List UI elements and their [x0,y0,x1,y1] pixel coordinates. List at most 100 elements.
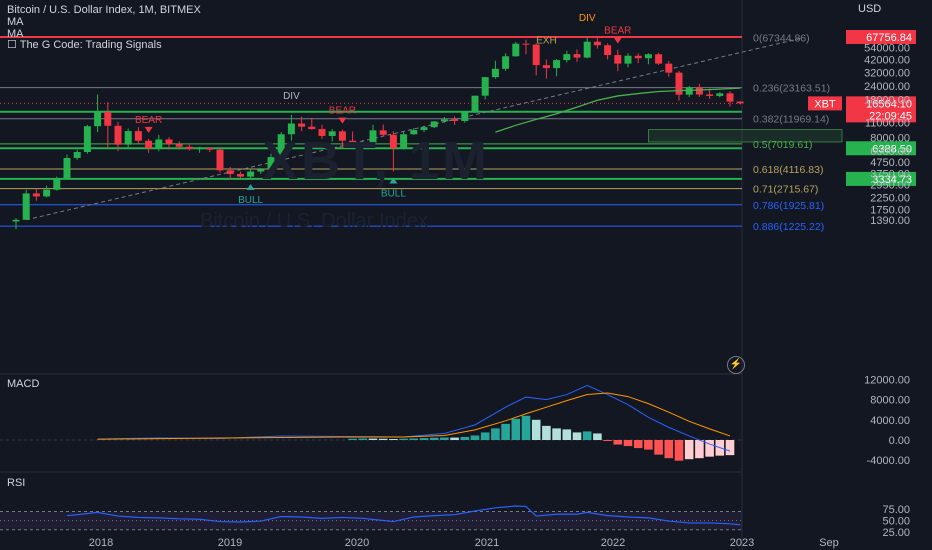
level-price-tag-label: 67756.84 [866,32,912,44]
candle-body [573,54,581,58]
indicator-ma-2[interactable]: MA [7,28,24,40]
symbol-title[interactable]: Bitcoin / U.S. Dollar Index, 1M, BITMEX [7,4,201,16]
candle-body [512,43,520,57]
candle-body [236,174,244,177]
candle-body [542,65,550,69]
rsi-pane-label[interactable]: RSI [7,477,26,489]
time-axis-tick: 2021 [475,537,499,549]
macd-histogram-bar [460,436,470,440]
candle-body [104,111,112,126]
macd-axis-tick: 4000.00 [870,415,910,427]
macd-axis-tick: 12000.00 [864,374,910,386]
macd-histogram-bar [542,425,551,440]
macd-histogram-bar [419,438,429,440]
level-price-tag [846,30,916,44]
macd-histogram-bar [572,432,582,440]
candle-body [12,219,20,222]
candle-body [736,101,744,104]
candle-body [685,87,693,95]
candle-body [206,148,214,150]
macd-histogram-bar [491,428,500,440]
rsi-line [66,505,741,526]
macd-axis-tick: 0.00 [889,435,910,447]
rsi-band [0,511,742,530]
candle-body [665,63,673,73]
signal-label: EXH [536,36,557,47]
signal-label: BULL [381,189,406,200]
price-axis-tick: 1390.00 [870,215,910,227]
candle-body [267,157,275,170]
candle-body [338,131,346,141]
candle-body [410,130,418,135]
candle-body [53,177,61,190]
macd-histogram-bar [613,440,623,445]
level-price-tag-label: 6388.50 [872,143,912,155]
candle-body [94,111,102,127]
signal-line [97,392,731,440]
price-axis-tick: 6000.00 [870,146,910,158]
indicator-gcode[interactable]: ☐ The G Code: Trading Signals [7,39,162,51]
lightning-icon[interactable]: ⚡ [727,356,745,374]
price-axis-tick: 1750.00 [870,204,910,216]
candle-body [145,140,153,149]
price-axis-tick: 4750.00 [870,157,910,169]
macd-histogram-bar [674,440,684,461]
candle-body [583,41,591,58]
currency-label[interactable]: USD [858,3,882,15]
indicator-ma-1[interactable]: MA [7,16,24,28]
macd-histogram-bar [623,440,633,447]
price-axis-tick: 32000.00 [864,67,910,79]
bear-arrow-icon [338,117,347,124]
last-price-label: 16564.10 [866,98,912,110]
macd-histogram-bar [562,429,572,440]
macd-histogram-bar [480,432,490,440]
candle-body [451,119,459,121]
supply-zone [648,129,843,143]
bull-arrow-icon [246,183,255,190]
signal-label: BEAR [604,25,631,36]
candle-body [349,140,357,143]
candle-body [491,68,499,78]
candle-body [359,142,367,144]
candle-body [593,41,601,46]
signal-label: DIV [283,91,300,102]
fib-level-label: 0.382(11969.14) [753,114,829,126]
candle-body [624,55,632,64]
candle-body [277,134,285,158]
symbol-tag [808,96,842,111]
candle-body [379,130,387,135]
signal-label: BEAR [135,115,162,126]
candle-body [563,54,571,61]
level-price-tag [846,141,916,156]
time-axis-tick: 2019 [218,537,242,549]
macd-histogram-bar [429,437,439,440]
macd-pane-label[interactable]: MACD [7,378,40,390]
symbol-tag-label: XBT [814,98,836,110]
price-axis-tick: 3750.00 [870,168,910,180]
macd-histogram-bar [450,437,459,440]
macd-histogram-bar [358,438,368,440]
candle-body [471,95,479,112]
macd-histogram-bar [552,428,561,440]
price-axis-tick: 18000.00 [864,94,910,106]
candle-body [655,54,663,64]
candle-body [83,126,91,153]
macd-histogram-bar [378,438,388,440]
candle-body [420,127,428,131]
candle-body [328,131,336,136]
rsi-axis-tick: 50.00 [882,516,910,528]
signal-label: BULL [238,195,263,206]
time-axis-tick: Sep [819,537,839,549]
candle-body [32,193,40,197]
bear-arrow-icon [613,37,622,44]
candle-body [726,93,734,102]
time-axis-tick: 2022 [601,537,625,549]
price-axis-tick: 11000.00 [865,118,910,130]
candle-body [308,126,316,130]
macd-histogram-bar [633,440,643,449]
candle-body [318,129,326,136]
candle-body [644,54,652,59]
candle-body [226,170,234,175]
price-axis-tick: 24000.00 [864,81,910,93]
